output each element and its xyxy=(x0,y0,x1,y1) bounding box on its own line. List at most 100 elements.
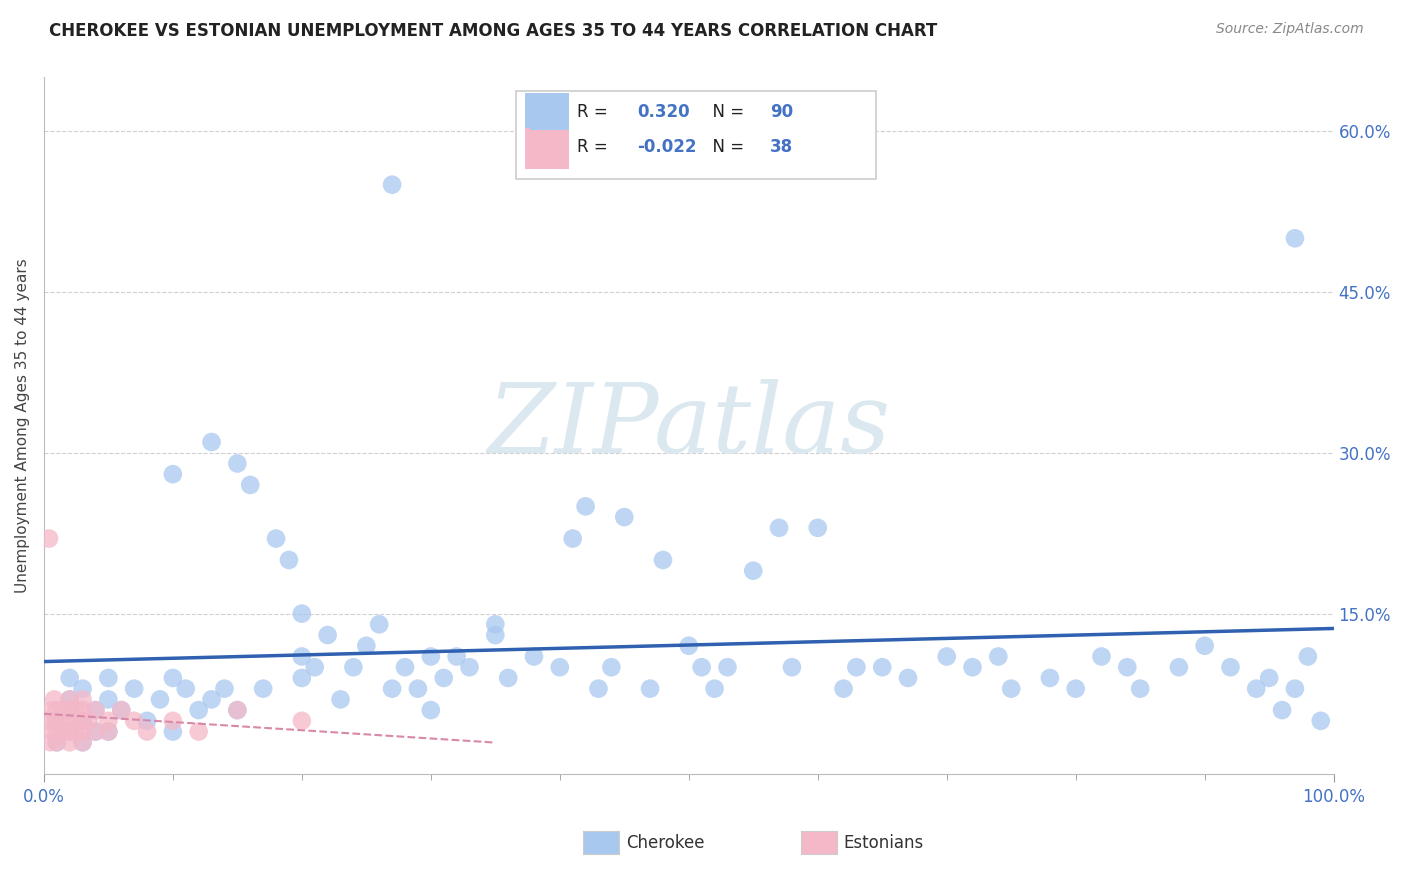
Point xyxy=(574,500,596,514)
Point xyxy=(45,714,67,728)
Point xyxy=(200,692,222,706)
Point xyxy=(496,671,519,685)
Point xyxy=(433,671,456,685)
Point xyxy=(716,660,738,674)
Point xyxy=(561,532,583,546)
Point xyxy=(65,724,87,739)
Point xyxy=(84,724,107,739)
Point xyxy=(77,714,100,728)
Point xyxy=(291,649,314,664)
Point xyxy=(329,692,352,706)
Point xyxy=(52,703,75,717)
Point xyxy=(845,660,868,674)
Point xyxy=(42,724,65,739)
Point xyxy=(935,649,957,664)
Text: 90: 90 xyxy=(770,103,793,121)
Point xyxy=(962,660,984,674)
Point xyxy=(45,735,67,749)
Point xyxy=(703,681,725,696)
Point xyxy=(136,714,159,728)
Text: -0.022: -0.022 xyxy=(637,138,697,156)
Text: ZIPatlas: ZIPatlas xyxy=(488,379,890,473)
Point xyxy=(45,714,67,728)
Point xyxy=(72,714,94,728)
FancyBboxPatch shape xyxy=(524,128,569,169)
Point xyxy=(187,724,209,739)
Point xyxy=(41,703,63,717)
Point xyxy=(1194,639,1216,653)
Point xyxy=(200,435,222,450)
Y-axis label: Unemployment Among Ages 35 to 44 years: Unemployment Among Ages 35 to 44 years xyxy=(15,259,30,593)
Point xyxy=(38,714,60,728)
Point xyxy=(65,703,87,717)
Point xyxy=(45,724,67,739)
Text: CHEROKEE VS ESTONIAN UNEMPLOYMENT AMONG AGES 35 TO 44 YEARS CORRELATION CHART: CHEROKEE VS ESTONIAN UNEMPLOYMENT AMONG … xyxy=(49,22,938,40)
Point xyxy=(59,692,82,706)
Point xyxy=(1039,671,1062,685)
Point xyxy=(84,703,107,717)
Point xyxy=(1284,231,1306,245)
Text: Source: ZipAtlas.com: Source: ZipAtlas.com xyxy=(1216,22,1364,37)
Point xyxy=(187,703,209,717)
FancyBboxPatch shape xyxy=(530,130,569,165)
Point xyxy=(72,724,94,739)
Point xyxy=(44,692,66,706)
Text: Estonians: Estonians xyxy=(844,834,924,852)
Point xyxy=(484,628,506,642)
Point xyxy=(832,681,855,696)
Point xyxy=(870,660,893,674)
Point xyxy=(342,660,364,674)
Point xyxy=(162,724,184,739)
Point xyxy=(419,703,441,717)
Point xyxy=(600,660,623,674)
Point xyxy=(59,724,82,739)
Point xyxy=(1219,660,1241,674)
Point xyxy=(406,681,429,696)
Point xyxy=(72,735,94,749)
Point xyxy=(638,681,661,696)
Point xyxy=(97,724,120,739)
Point xyxy=(72,692,94,706)
Point xyxy=(252,681,274,696)
Point xyxy=(45,735,67,749)
Point xyxy=(226,457,249,471)
Point xyxy=(214,681,236,696)
Point xyxy=(110,703,132,717)
Point xyxy=(84,724,107,739)
Point xyxy=(39,735,62,749)
Point xyxy=(59,714,82,728)
Point xyxy=(1309,714,1331,728)
Point xyxy=(59,703,82,717)
Point xyxy=(897,671,920,685)
Point xyxy=(356,639,378,653)
Text: 38: 38 xyxy=(770,138,793,156)
Point xyxy=(1129,681,1152,696)
Point xyxy=(1090,649,1112,664)
Point xyxy=(291,671,314,685)
Point xyxy=(987,649,1010,664)
Point xyxy=(381,178,404,192)
Point xyxy=(162,671,184,685)
Text: R =: R = xyxy=(576,103,613,121)
Point xyxy=(72,714,94,728)
Text: R =: R = xyxy=(576,138,613,156)
Point xyxy=(419,649,441,664)
Point xyxy=(174,681,197,696)
Point xyxy=(136,724,159,739)
Point xyxy=(122,714,145,728)
Point xyxy=(72,681,94,696)
Point xyxy=(394,660,416,674)
Text: Cherokee: Cherokee xyxy=(626,834,704,852)
Point xyxy=(613,510,636,524)
Point xyxy=(1064,681,1087,696)
Point xyxy=(1271,703,1294,717)
Point xyxy=(149,692,172,706)
Point xyxy=(1258,671,1281,685)
Point xyxy=(291,607,314,621)
Point xyxy=(162,467,184,482)
Point xyxy=(1244,681,1267,696)
Point xyxy=(1116,660,1139,674)
Point xyxy=(59,724,82,739)
Point xyxy=(1296,649,1319,664)
Point xyxy=(278,553,301,567)
